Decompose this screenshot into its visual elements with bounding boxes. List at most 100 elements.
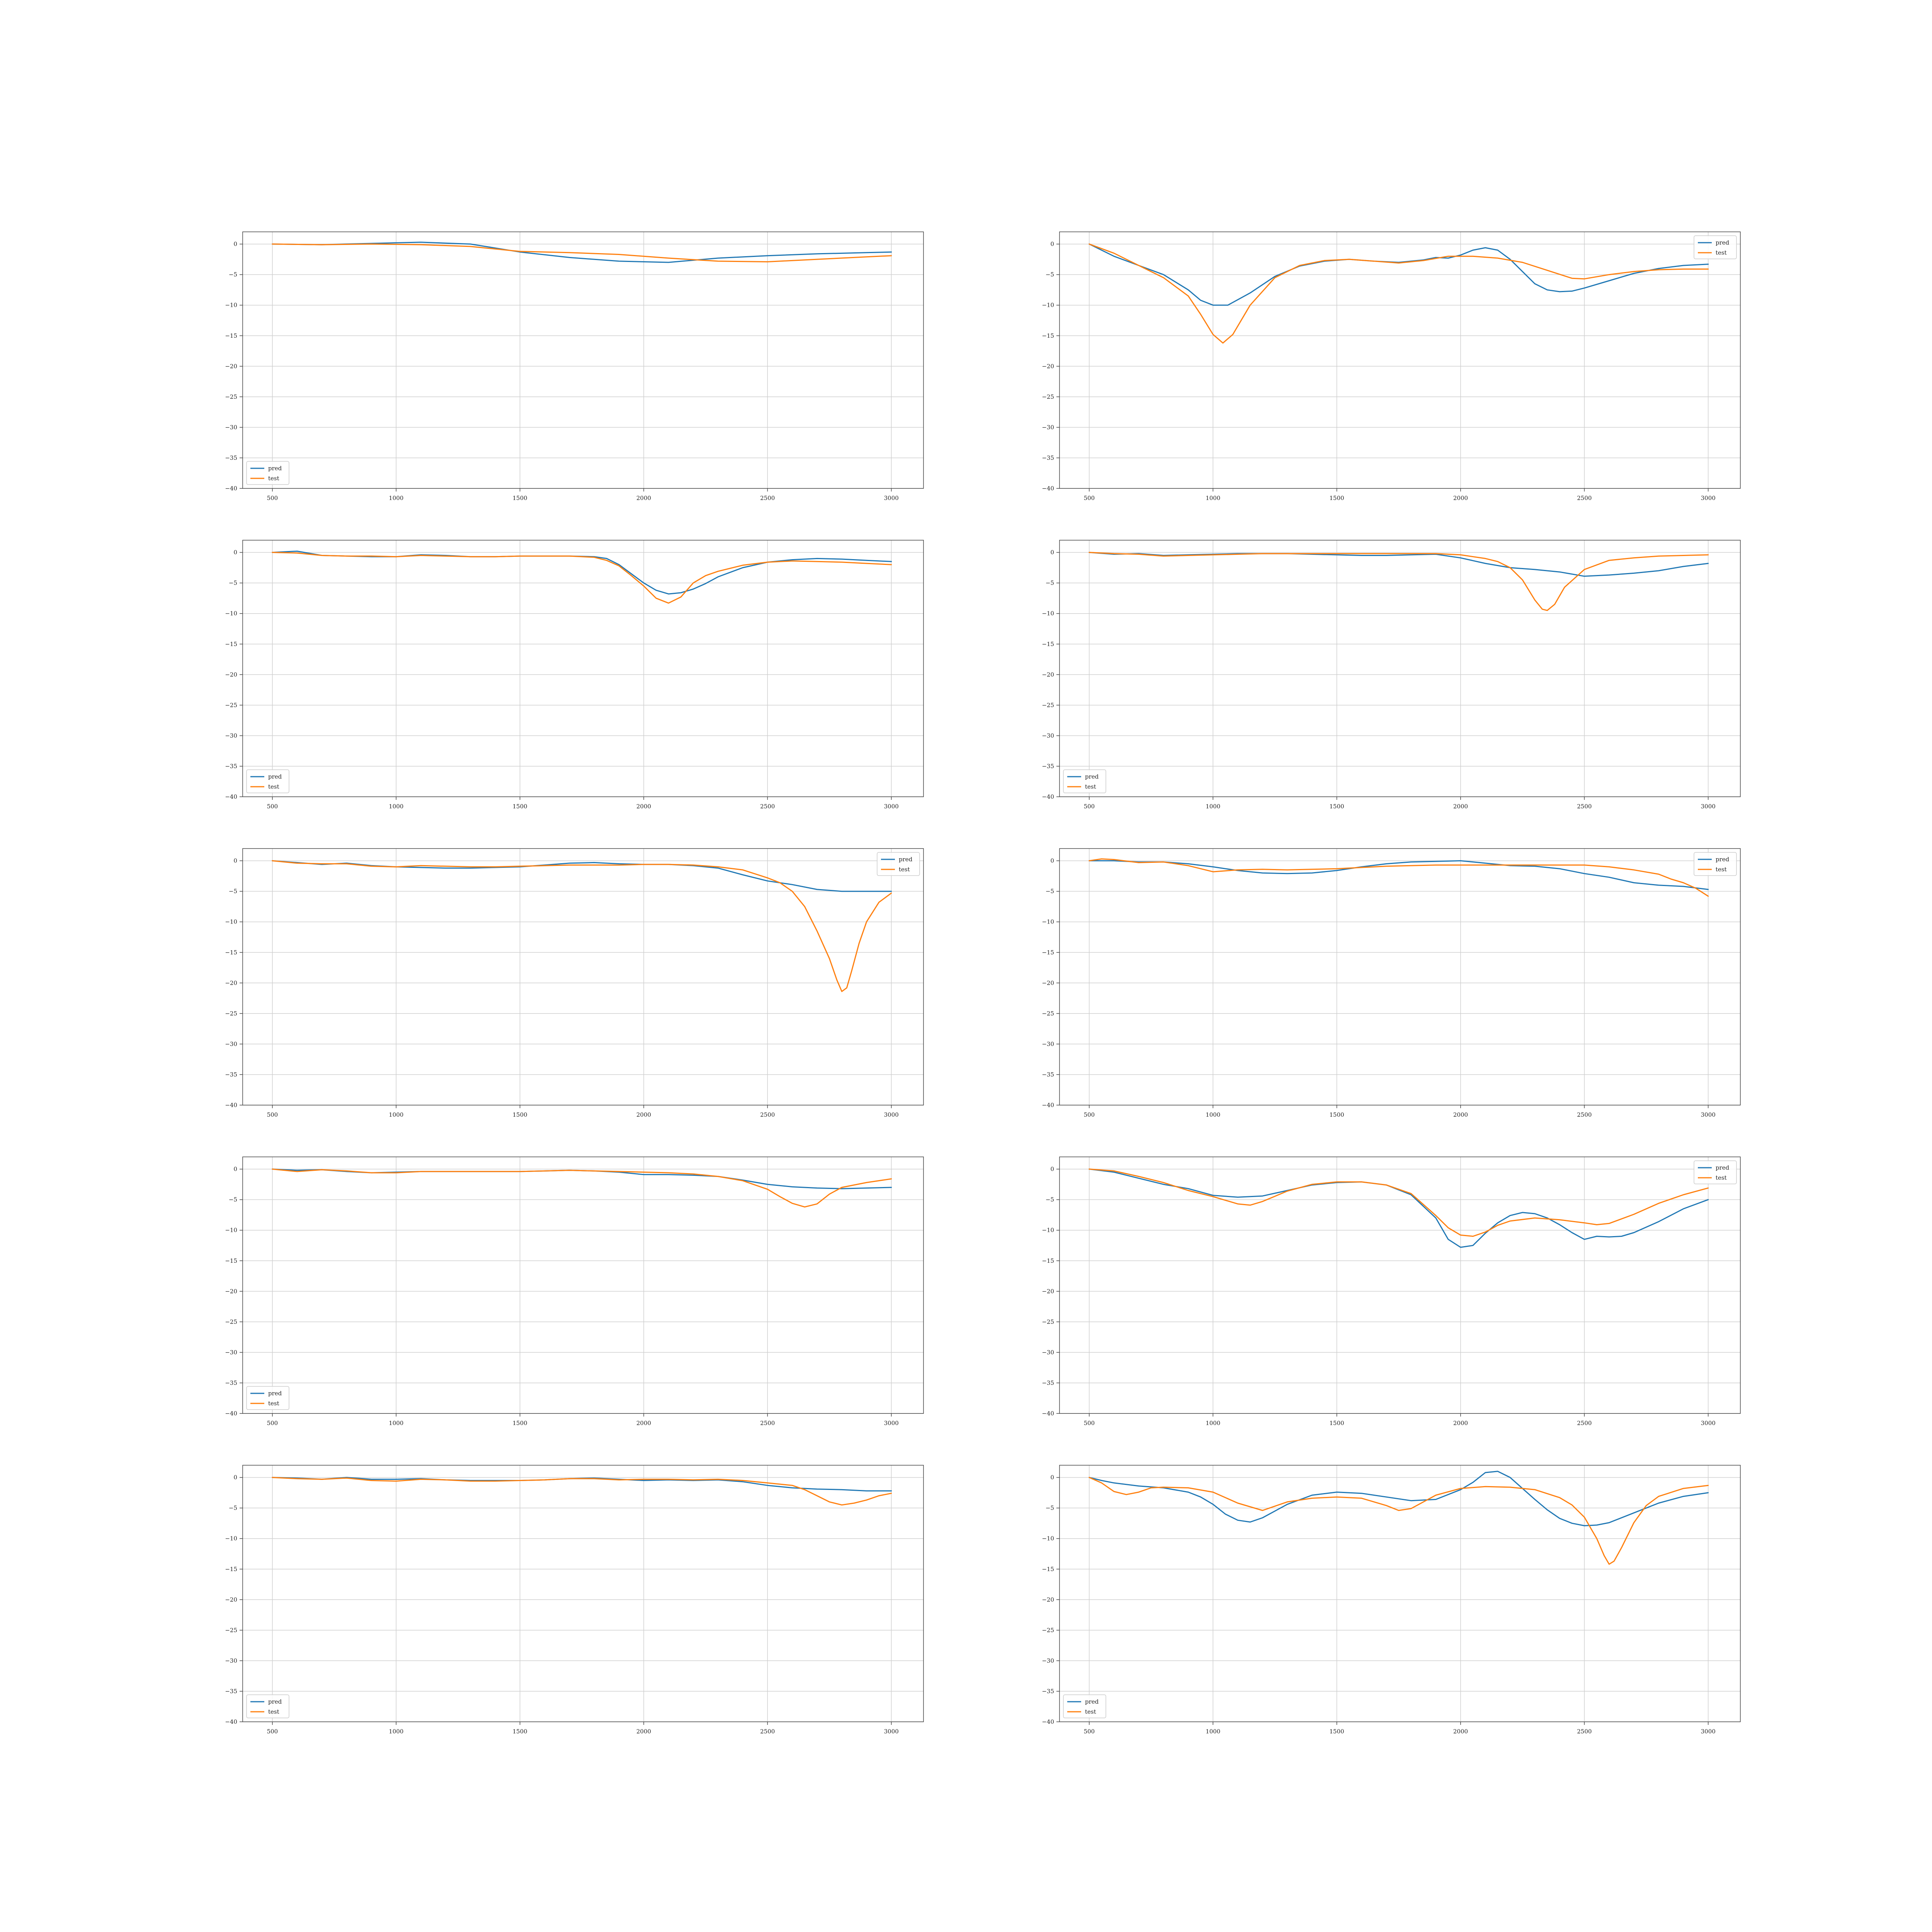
y-tick-label: −5 bbox=[1046, 271, 1054, 278]
x-tick-label: 1000 bbox=[1206, 1111, 1220, 1118]
y-tick-label: −25 bbox=[1042, 393, 1054, 400]
axes-frame bbox=[1059, 231, 1741, 489]
x-tick-label: 2500 bbox=[760, 1728, 775, 1735]
x-tick-label: 3000 bbox=[884, 1111, 899, 1118]
series-line-pred bbox=[1088, 1168, 1709, 1248]
legend-box bbox=[246, 769, 289, 793]
series-line-pred bbox=[1088, 552, 1709, 577]
x-tick-label: 1500 bbox=[513, 495, 527, 502]
legend: pred test bbox=[246, 461, 289, 485]
y-tick-label: −30 bbox=[1042, 424, 1054, 431]
x-tick-label: 1500 bbox=[1330, 1420, 1344, 1427]
y-tick-label: −30 bbox=[1042, 1349, 1054, 1356]
legend-box bbox=[877, 852, 920, 876]
subplot-8: 500 1000 1500 2000 2500 3000 0 −5 −10 −15 −20 −25 −3… bbox=[1042, 1156, 1741, 1427]
series-line-pred bbox=[1088, 1471, 1709, 1526]
subplot-6: 500 1000 1500 2000 2500 3000 0 −5 −10 −15 −20 −25 −3… bbox=[1042, 848, 1741, 1118]
x-tick-label: 1000 bbox=[389, 1111, 403, 1118]
x-tick-label: 3000 bbox=[884, 1420, 899, 1427]
legend: pred test bbox=[1063, 1694, 1106, 1718]
series-line-test bbox=[1088, 1168, 1709, 1237]
x-tick-label: 2000 bbox=[1453, 803, 1468, 810]
x-tick-label: 3000 bbox=[1701, 803, 1716, 810]
legend-box bbox=[246, 1386, 289, 1410]
x-tick-label: 1500 bbox=[513, 1728, 527, 1735]
axes-frame bbox=[242, 540, 924, 797]
legend: pred test bbox=[1694, 235, 1737, 259]
y-tick-label: −40 bbox=[1042, 1102, 1054, 1109]
y-tick-label: −20 bbox=[225, 1596, 237, 1603]
series-line-test bbox=[1088, 243, 1709, 344]
y-tick-label: −10 bbox=[225, 1535, 237, 1542]
y-tick-label: −15 bbox=[225, 332, 237, 339]
y-tick-label: −10 bbox=[225, 302, 237, 309]
y-tick-label: −15 bbox=[1042, 641, 1054, 648]
y-tick-label: −40 bbox=[1042, 1410, 1054, 1417]
x-tick-label: 500 bbox=[1084, 495, 1095, 502]
x-tick-label: 500 bbox=[1084, 1111, 1095, 1118]
legend-label-test: test bbox=[899, 866, 910, 873]
y-tick-label: 0 bbox=[1050, 549, 1054, 556]
x-tick-label: 2000 bbox=[636, 1111, 651, 1118]
y-tick-label: 0 bbox=[1050, 241, 1054, 248]
legend: pred test bbox=[1694, 1160, 1737, 1184]
x-tick-label: 3000 bbox=[884, 1728, 899, 1735]
y-tick-label: −10 bbox=[1042, 302, 1054, 309]
y-tick-label: −15 bbox=[1042, 1257, 1054, 1264]
x-tick-label: 2000 bbox=[636, 1728, 651, 1735]
y-tick-label: −35 bbox=[225, 1688, 237, 1695]
y-tick-label: −20 bbox=[1042, 980, 1054, 986]
y-tick-label: −25 bbox=[1042, 1627, 1054, 1634]
y-tick-label: −20 bbox=[1042, 363, 1054, 370]
x-tick-label: 2000 bbox=[636, 495, 651, 502]
y-tick-label: −25 bbox=[1042, 1318, 1054, 1325]
y-tick-label: −20 bbox=[225, 363, 237, 370]
x-tick-label: 1000 bbox=[389, 1420, 403, 1427]
axes-frame bbox=[1059, 848, 1741, 1105]
x-tick-label: 2000 bbox=[636, 1420, 651, 1427]
y-tick-label: −5 bbox=[229, 580, 237, 587]
x-tick-label: 1000 bbox=[1206, 1728, 1220, 1735]
legend-label-pred: pred bbox=[268, 773, 282, 780]
y-tick-label: −35 bbox=[225, 763, 237, 770]
x-tick-label: 1500 bbox=[513, 1420, 527, 1427]
y-tick-label: −25 bbox=[225, 1318, 237, 1325]
y-tick-label: −25 bbox=[1042, 1010, 1054, 1017]
x-tick-label: 500 bbox=[267, 1420, 278, 1427]
legend: pred test bbox=[246, 1386, 289, 1410]
legend: pred test bbox=[1694, 852, 1737, 876]
y-tick-label: −35 bbox=[225, 454, 237, 461]
legend: pred test bbox=[246, 1694, 289, 1718]
y-tick-label: −20 bbox=[1042, 671, 1054, 678]
y-tick-label: 0 bbox=[1050, 1166, 1054, 1173]
x-tick-label: 500 bbox=[1084, 1728, 1095, 1735]
y-tick-label: −30 bbox=[1042, 1657, 1054, 1664]
x-tick-label: 3000 bbox=[884, 495, 899, 502]
legend-label-test: test bbox=[268, 475, 279, 482]
x-tick-label: 2000 bbox=[636, 803, 651, 810]
y-tick-label: −10 bbox=[1042, 918, 1054, 925]
y-tick-label: −30 bbox=[225, 1657, 237, 1664]
x-tick-label: 1000 bbox=[389, 803, 403, 810]
legend-box bbox=[246, 1694, 289, 1718]
legend-label-pred: pred bbox=[268, 465, 282, 472]
x-tick-label: 3000 bbox=[1701, 1111, 1716, 1118]
legend-label-pred: pred bbox=[1716, 856, 1730, 863]
y-tick-label: −5 bbox=[1046, 888, 1054, 895]
y-tick-label: −30 bbox=[225, 1041, 237, 1048]
x-tick-label: 2500 bbox=[1577, 803, 1592, 810]
series-line-test bbox=[272, 243, 892, 262]
y-tick-label: −30 bbox=[1042, 732, 1054, 739]
y-tick-label: −40 bbox=[225, 793, 237, 800]
y-tick-label: −30 bbox=[1042, 1041, 1054, 1048]
subplot-9: 500 1000 1500 2000 2500 3000 0 −5 −10 −15 −20 −25 −3… bbox=[225, 1465, 924, 1735]
y-tick-label: −10 bbox=[225, 1227, 237, 1234]
y-tick-label: −40 bbox=[1042, 1718, 1054, 1725]
y-tick-label: −15 bbox=[225, 641, 237, 648]
legend: pred test bbox=[877, 852, 920, 876]
legend-box bbox=[1694, 1160, 1737, 1184]
y-tick-label: 0 bbox=[233, 1474, 237, 1481]
y-tick-label: −30 bbox=[225, 424, 237, 431]
legend-box bbox=[246, 461, 289, 485]
